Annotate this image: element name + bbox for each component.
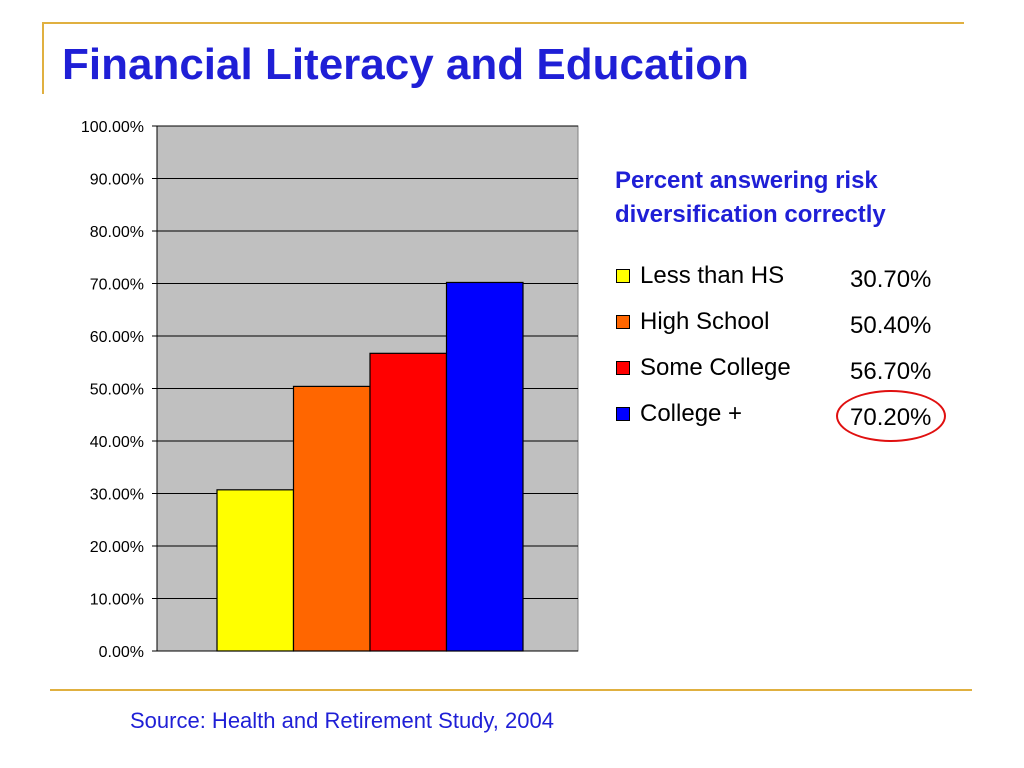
legend-item-high-school: High School 50.40%	[616, 308, 956, 339]
y-tick-label: 30.00%	[90, 487, 144, 504]
legend-item-some-college: Some College 56.70%	[616, 354, 956, 385]
legend-label: College +	[640, 400, 743, 427]
legend-value: 56.70%	[850, 358, 932, 385]
y-tick-label: 50.00%	[90, 382, 144, 399]
highlight-circle	[836, 390, 946, 442]
y-tick-label: 40.00%	[90, 434, 144, 451]
legend-item-less-than-hs: Less than HS 30.70%	[616, 262, 956, 293]
bar-high-school	[292, 385, 371, 652]
legend-swatch-less-than-hs	[616, 269, 630, 283]
legend-label: High School	[640, 308, 770, 335]
left-accent-line	[42, 22, 44, 94]
legend-title: Percent answering risk diversification c…	[615, 164, 886, 232]
legend-swatch-high-school	[616, 315, 630, 329]
bar-college	[445, 281, 524, 652]
top-accent-line	[42, 22, 964, 24]
legend-label: Some College	[640, 354, 791, 381]
legend-swatch-college-plus	[616, 407, 630, 421]
legend-title-line-2: diversification correctly	[615, 201, 886, 228]
y-tick-label: 80.00%	[90, 224, 144, 241]
slide-title: Financial Literacy and Education	[62, 40, 750, 89]
source-note: Source: Health and Retirement Study, 200…	[130, 708, 554, 733]
y-tick-label: 100.00%	[81, 119, 144, 136]
y-tick-label: 70.00%	[90, 277, 144, 294]
legend-title-line-1: Percent answering risk	[615, 167, 878, 194]
legend-swatch-some-college	[616, 361, 630, 375]
bar-some-college	[369, 352, 448, 652]
legend-label: Less than HS	[640, 262, 785, 289]
y-tick-label: 90.00%	[90, 172, 144, 189]
legend-value: 50.40%	[850, 312, 932, 339]
bar-less-than-hs	[216, 489, 295, 652]
y-tick-label: 20.00%	[90, 539, 144, 556]
y-tick-label: 60.00%	[90, 329, 144, 346]
bottom-accent-line	[50, 689, 972, 691]
legend-value: 30.70%	[850, 266, 932, 293]
y-tick-label: 10.00%	[90, 592, 144, 609]
y-tick-label: 0.00%	[99, 644, 144, 661]
